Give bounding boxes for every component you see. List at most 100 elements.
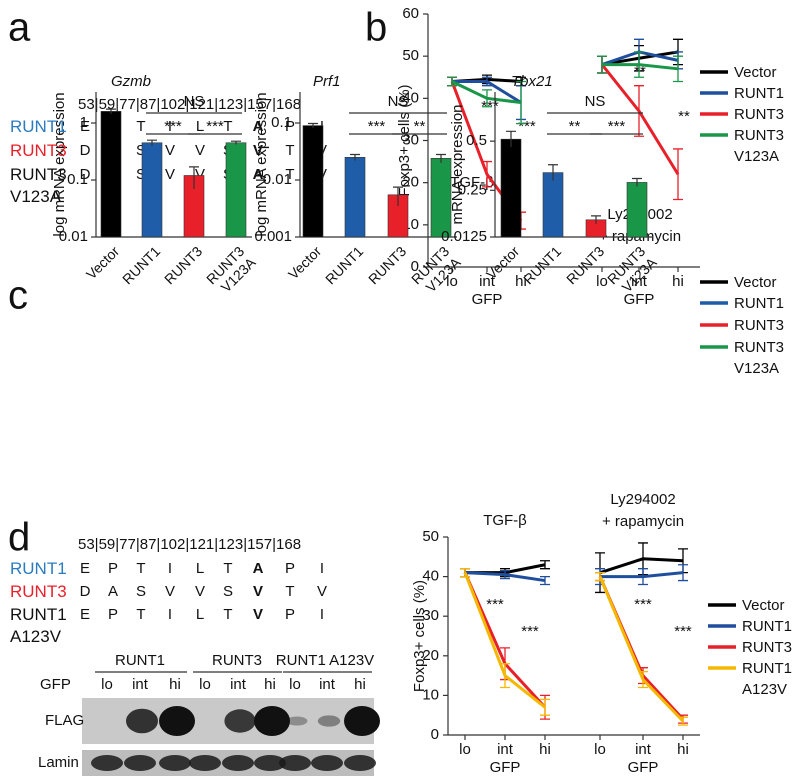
blot-lane-label: int [230,676,247,693]
y-tick-label: 20 [422,647,439,664]
legend-label: RUNT3 V123A [734,126,785,165]
x-axis-label: GFP [472,291,503,308]
blot-band [222,755,254,771]
legend-label: RUNT3 [734,105,785,123]
blot-band [279,755,311,771]
residue: E [80,560,90,577]
residue: V [253,583,263,600]
legend-label: Vector [742,596,785,614]
error-bar [506,130,516,148]
sequence-name: RUNT3 [10,582,67,601]
error-bar [147,139,157,146]
residue: I [168,606,172,623]
panel-label: d [8,516,30,560]
blot-row-label: FLAG [45,712,84,729]
residue: T [223,606,232,623]
significance: *** [674,623,692,640]
residue: I [168,560,172,577]
residue: P [285,118,295,135]
significance: *** [164,118,182,135]
significance: *** [368,118,386,135]
error-bar [548,164,558,181]
series-line [600,571,684,579]
blot-band [344,755,376,771]
significance: *** [518,118,536,135]
blot-band [317,715,341,727]
error-bar [632,177,642,187]
significance: *** [521,623,539,640]
series-line [602,63,679,71]
residue: T [223,560,232,577]
panel-label: b [365,6,387,50]
x-axis-label: GFP [624,291,655,308]
y-tick-label: 0.001 [254,228,292,245]
error-bar [308,122,318,128]
residue: V [253,606,263,623]
x-tick-label: lo [596,273,608,290]
panel-label: c [8,274,28,318]
residue: P [108,560,118,577]
blot-band [159,706,195,736]
sequence-name: RUNT3 [10,141,67,160]
residue: T [136,606,145,623]
blot-band [91,755,123,771]
legend-label: RUNT1 [742,617,793,635]
residue: A [253,118,264,135]
x-tick-label: int [635,741,652,758]
group-title: Ly294002 [610,491,675,508]
blot-band [224,709,256,733]
y-tick-label: 50 [402,47,419,64]
series-line [598,576,685,723]
residue: S [223,583,233,600]
residue: A [108,583,118,600]
blot-band [254,755,286,771]
legend-label: Vector [734,273,777,291]
blot-band [254,706,290,736]
residue: L [196,606,204,623]
y-tick-label: 0.1 [67,171,88,188]
residue: D [80,142,91,159]
significance: NS [184,93,205,110]
legend-label: RUNT3 [734,316,785,334]
residue: S [136,142,146,159]
residue: E [80,606,90,623]
bar [225,142,247,238]
legend-label: RUNT1 [734,84,785,102]
y-tick-label: 20 [402,174,419,191]
y-axis-label: log mRNA expression [51,92,68,236]
blot-lane-label: int [132,676,149,693]
blot-lane-label: lo [289,676,301,693]
residue: I [320,560,324,577]
series-line [451,80,522,105]
y-tick-label: 0.01 [263,171,292,188]
y-axis-label: log mRNA expression [253,92,270,236]
residue: T [285,583,294,600]
significance: ** [678,108,690,125]
residue: P [108,606,118,623]
x-axis-label: GFP [490,759,521,776]
x-tick-label: hi [672,273,684,290]
significance: *** [634,596,652,613]
blot-lane-label: int [319,676,336,693]
group-title: TGF-β [483,512,527,529]
residue: I [168,118,172,135]
blot-lane-label: lo [101,676,113,693]
sequence-name: RUNT1 A123V [10,605,67,646]
position-header: 53|59|77|87|102|121|123|157|168 [78,96,301,113]
y-tick-label: 40 [422,568,439,585]
legend-label: RUNT3 V123A [734,338,785,377]
bar [542,172,564,238]
significance: *** [486,596,504,613]
blot-lane-label: hi [169,676,181,693]
bar [141,142,163,238]
significance: *** [608,118,626,135]
residue: S [136,166,146,183]
bar [626,182,648,238]
x-tick-label: lo [446,273,458,290]
x-axis-label: GFP [628,759,659,776]
bar [302,125,324,238]
x-tick-label: int [497,741,514,758]
residue: A [253,166,264,183]
